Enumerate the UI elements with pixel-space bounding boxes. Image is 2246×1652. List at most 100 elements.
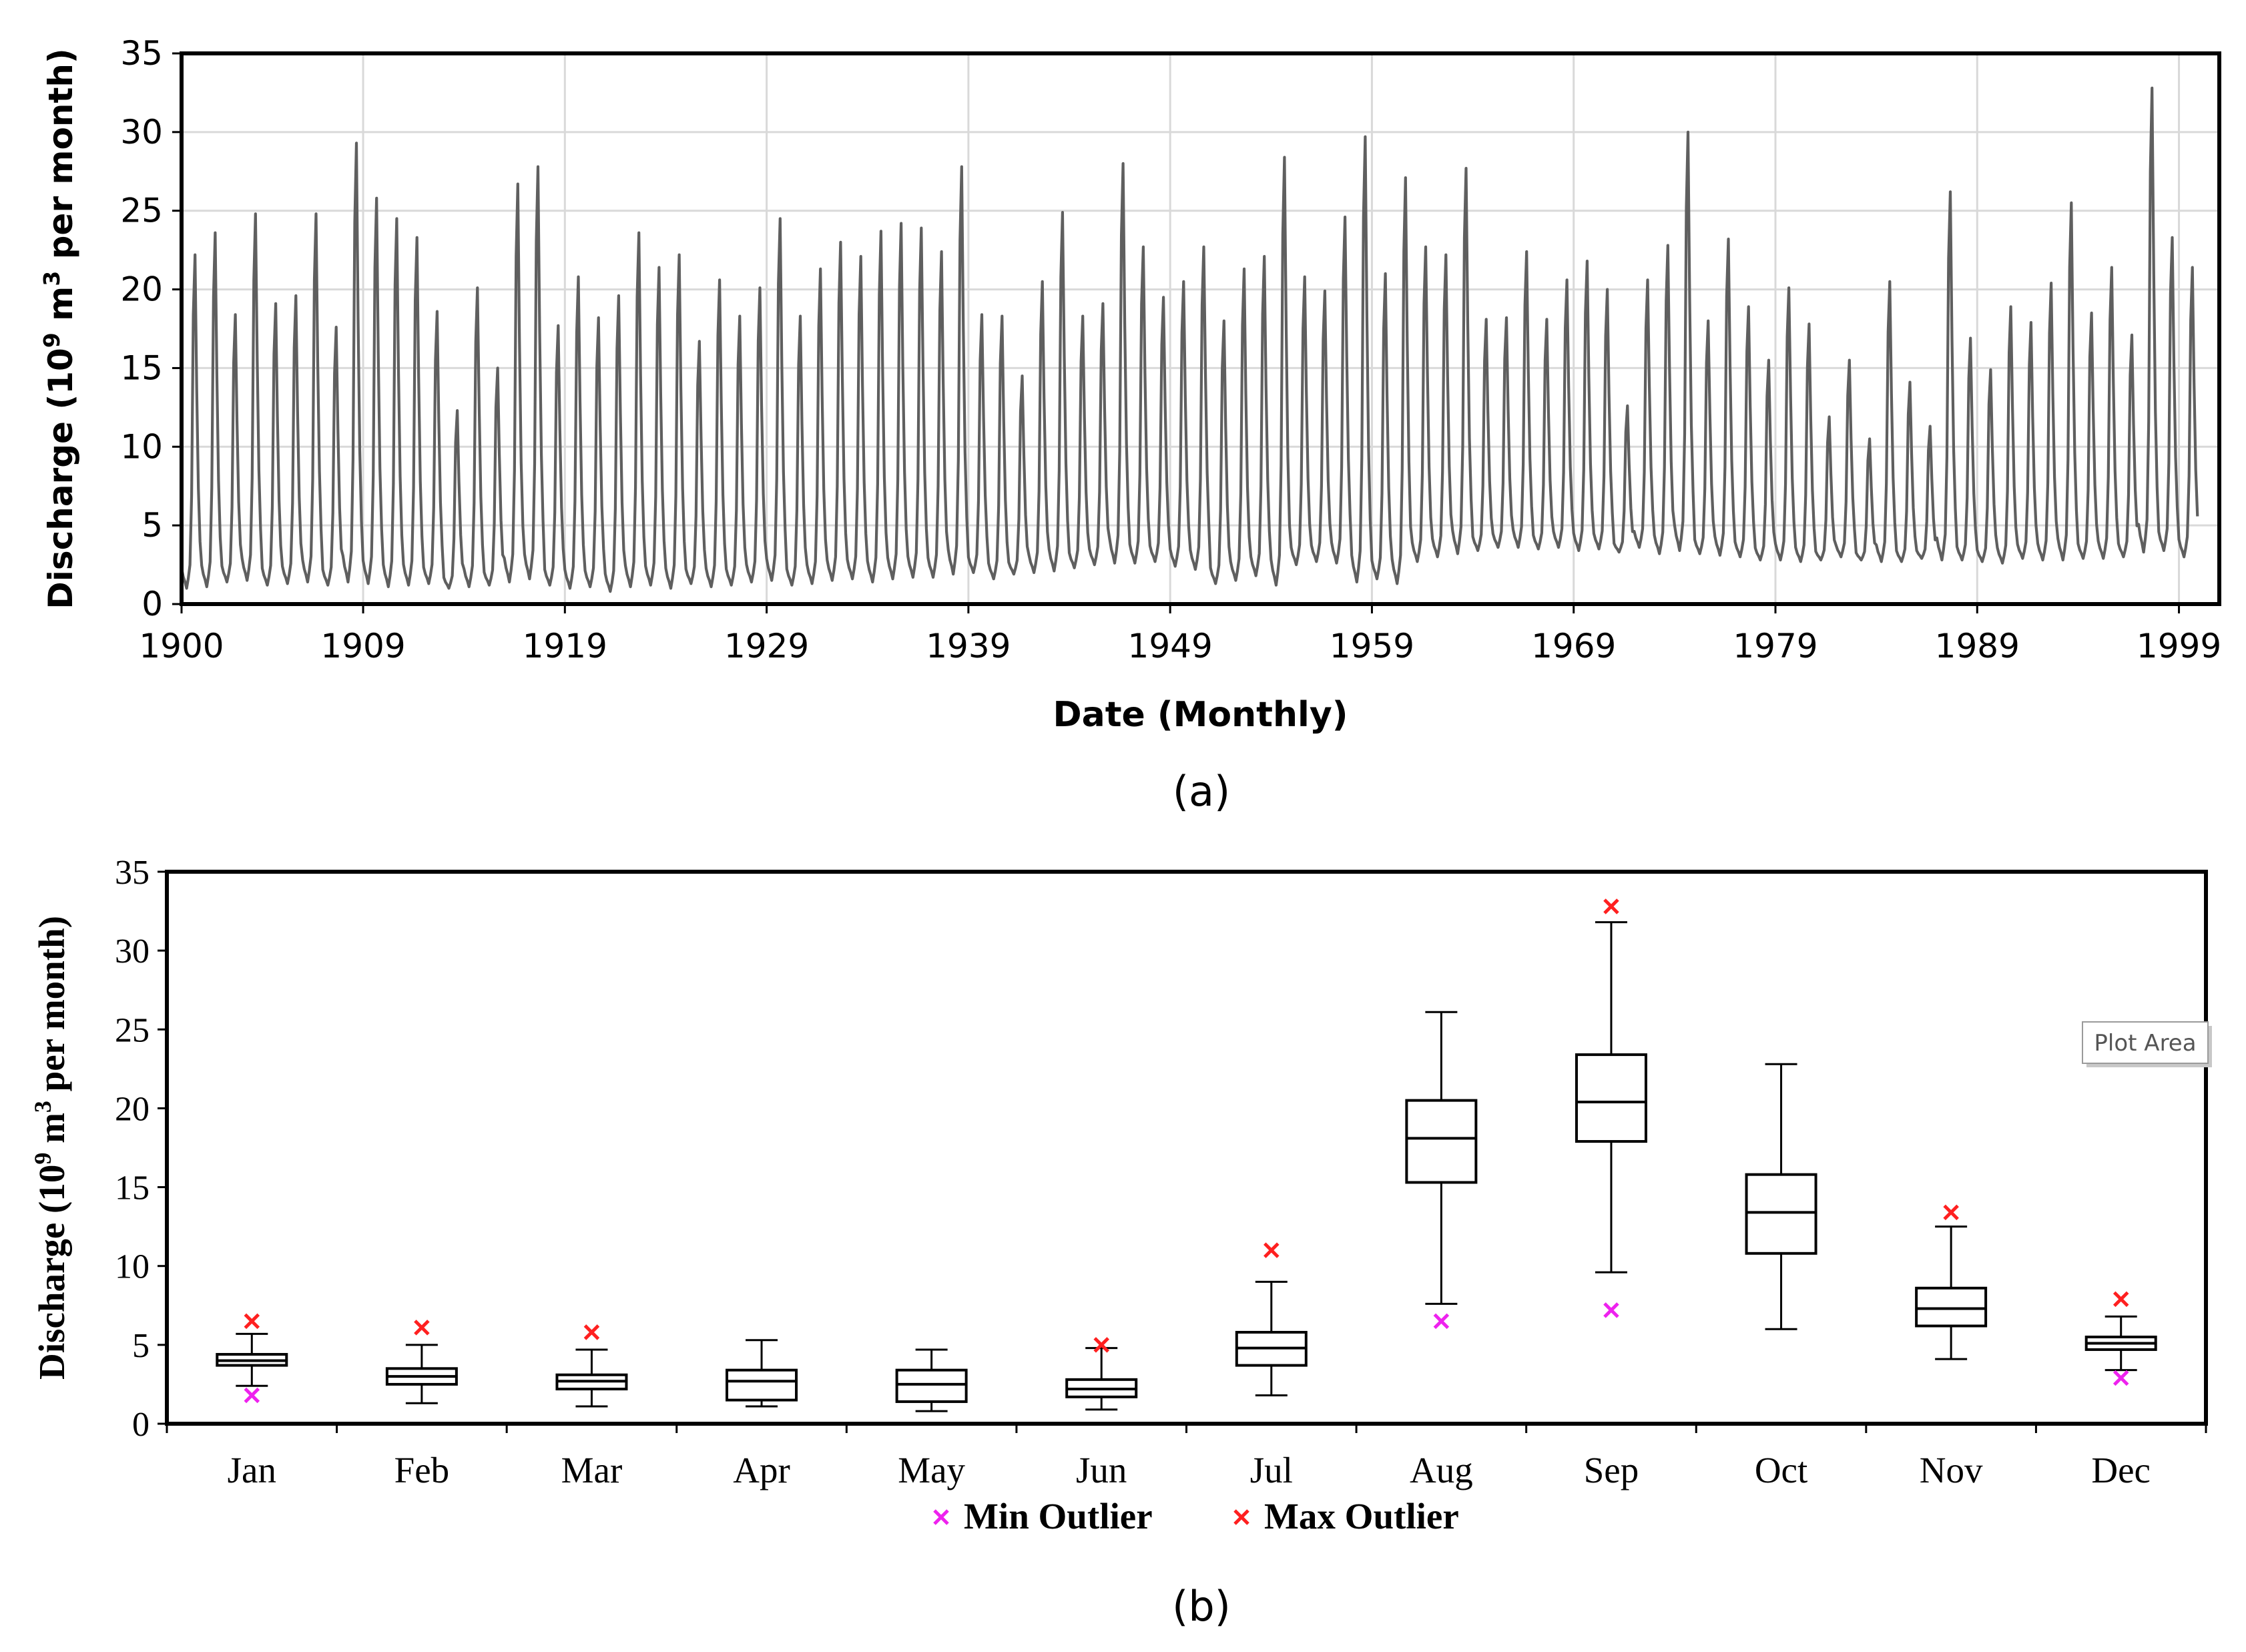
y-axis-ticks-b: 0 5 10 15 20 25 30 35 — [115, 854, 167, 1444]
y-axis-title-b: Discharge (109 m3 per month) — [29, 916, 72, 1380]
y-tick-label: 5 — [142, 506, 163, 545]
tooltip-text: Plot Area — [2094, 1030, 2196, 1057]
iqr-box — [1405, 1099, 1478, 1184]
x-tick-label: 1999 — [2137, 627, 2221, 665]
x-tick-label: 1949 — [1128, 627, 1213, 665]
tooltip-box — [2082, 1021, 2209, 1064]
marker-stroke — [933, 1509, 949, 1525]
box-mar — [555, 1324, 628, 1408]
box-jan — [216, 1313, 288, 1404]
x-tick-label: Apr — [733, 1450, 790, 1490]
marker-stroke — [2113, 1370, 2129, 1386]
y-tick-label: 25 — [120, 192, 163, 230]
box-oct — [1745, 1063, 1817, 1330]
y-tick-label: 20 — [120, 270, 163, 309]
box-apr — [726, 1339, 798, 1408]
x-tick-label: May — [898, 1450, 965, 1490]
x-tick-label: Feb — [394, 1450, 450, 1490]
marker-stroke — [244, 1313, 260, 1330]
panel-label-a: (a) — [1173, 767, 1230, 816]
y-tick-label: 10 — [120, 427, 163, 466]
x-tick-label: Jul — [1250, 1450, 1293, 1490]
x-tick-label: Aug — [1410, 1450, 1473, 1490]
x-tick-label: 1939 — [926, 627, 1011, 665]
box-nov — [1915, 1204, 1988, 1360]
legend-item-max: Max Outlier — [1233, 1496, 1459, 1537]
x-tick-label: 1900 — [139, 627, 224, 665]
y-tick-label: 30 — [115, 932, 150, 971]
y-tick-label: 35 — [120, 34, 163, 73]
max-outlier-marker — [2113, 1291, 2129, 1308]
x-tick-label: 1969 — [1531, 627, 1616, 665]
x-axis-ticks: 1900 1909 1919 1929 1939 1949 1959 1969 1979 1989… — [139, 604, 2221, 665]
x-tick-label: Oct — [1755, 1450, 1807, 1490]
x-tick-label: 1989 — [1935, 627, 2020, 665]
legend-label: Min Outlier — [964, 1496, 1153, 1537]
y-tick-label: 15 — [120, 348, 163, 387]
box-aug — [1405, 1011, 1478, 1330]
legend-item-min: Min Outlier — [933, 1496, 1153, 1537]
x-tick-label: Jan — [228, 1450, 276, 1490]
marker-stroke — [1943, 1204, 1959, 1221]
y-axis-ticks: 0 5 10 15 20 25 30 35 — [120, 34, 182, 623]
marker-stroke — [583, 1324, 600, 1340]
min-outlier-marker — [1433, 1313, 1450, 1330]
x-tick-label: Nov — [1920, 1450, 1983, 1490]
min-outlier-marker — [244, 1387, 260, 1404]
marker-stroke — [414, 1320, 430, 1336]
y-tick-label: 20 — [115, 1090, 150, 1128]
y-tick-label: 0 — [142, 585, 163, 623]
iqr-box — [1915, 1286, 1988, 1328]
legend-label: Max Outlier — [1264, 1496, 1459, 1537]
x-tick-label: Jun — [1076, 1450, 1127, 1490]
y-tick-label: 10 — [115, 1248, 150, 1286]
y-axis-title: Discharge (109 m3 per month) — [39, 48, 81, 609]
marker-stroke — [1093, 1337, 1109, 1353]
x-tick-label: 1979 — [1733, 627, 1817, 665]
y-tick-label: 15 — [115, 1169, 150, 1207]
max-outlier-marker — [1603, 898, 1619, 914]
y-tick-label: 30 — [120, 113, 163, 152]
iqr-box — [895, 1368, 968, 1403]
x-tick-label: 1959 — [1330, 627, 1414, 665]
box-may — [895, 1348, 968, 1412]
x-axis-ticks-b: Jan Feb Mar Apr May Jun Jul Aug Sep Oct Nov Dec — [166, 1424, 2207, 1490]
plot-area-frame[interactable] — [180, 51, 2221, 606]
min-outlier-marker — [1603, 1302, 1619, 1318]
box-sep — [1575, 898, 1647, 1318]
x-axis-title: Date (Monthly) — [1053, 695, 1348, 735]
box-feb — [385, 1320, 458, 1404]
max-outlier-marker — [583, 1324, 600, 1340]
box-jun — [1065, 1337, 1138, 1411]
iqr-box — [1745, 1173, 1817, 1255]
marker-stroke — [1233, 1509, 1249, 1525]
legend-marker — [1233, 1509, 1249, 1525]
marker-stroke — [1603, 898, 1619, 914]
box-plot-panel: 0 5 10 15 20 25 30 35 Jan Feb Mar Apr May Jun Jul Aug S… — [29, 854, 2212, 1631]
max-outlier-marker — [1093, 1337, 1109, 1353]
max-outlier-marker — [414, 1320, 430, 1336]
y-tick-label: 0 — [132, 1406, 150, 1444]
max-outlier-marker — [1943, 1204, 1959, 1221]
marker-stroke — [1603, 1302, 1619, 1318]
y-tick-label: 35 — [115, 854, 150, 892]
x-tick-label: 1919 — [523, 627, 607, 665]
plot-area-tooltip: Plot Area — [2082, 1021, 2212, 1067]
iqr-box — [726, 1368, 798, 1402]
box-plots — [216, 898, 2157, 1412]
marker-stroke — [1433, 1313, 1450, 1330]
marker-stroke — [244, 1387, 260, 1404]
box-dec — [2084, 1291, 2157, 1386]
marker-stroke — [2113, 1291, 2129, 1308]
plot-area-frame-b[interactable] — [165, 870, 2208, 1426]
panel-label-b: (b) — [1172, 1582, 1231, 1631]
box-jul — [1235, 1242, 1308, 1396]
legend-marker — [933, 1509, 949, 1525]
x-tick-label: 1929 — [724, 627, 809, 665]
x-tick-label: Dec — [2091, 1450, 2151, 1490]
max-outlier-marker — [1264, 1242, 1280, 1258]
discharge-series-line — [180, 86, 2199, 593]
x-tick-label: Sep — [1584, 1450, 1639, 1490]
